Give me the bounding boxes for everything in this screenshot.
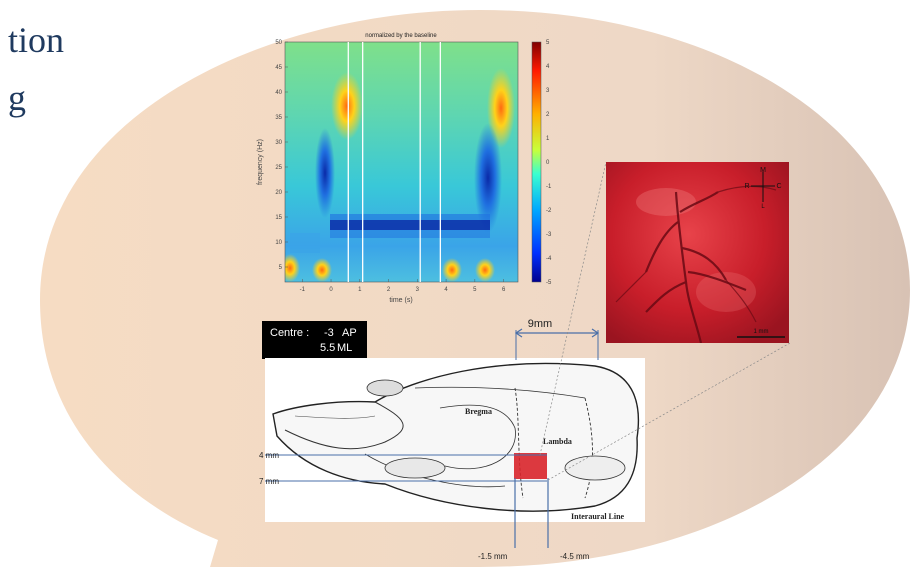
width-9mm-label: 9mm	[528, 318, 552, 330]
orient-l-label: L	[761, 204, 765, 210]
colorbar	[531, 41, 542, 283]
interaural-line-label: Interaural Line	[571, 512, 625, 521]
spectrogram-title: normalized by the baseline	[365, 33, 437, 39]
recording-site-marker	[514, 453, 547, 479]
y-tick-label: 45	[275, 65, 282, 71]
colorbar-tick-label: -3	[546, 232, 552, 238]
orient-m-label: M	[760, 167, 766, 174]
x-tick-label: 2	[387, 287, 391, 293]
centre-ml-value: 5.5	[320, 342, 336, 354]
y-tick-label: 40	[275, 90, 282, 96]
cortex-photo: M R C L 1 mm	[606, 162, 789, 343]
colorbar-ticks: 5 4 3 2 1 0 -1 -2 -3 -4 -5	[546, 40, 552, 286]
scale-bar-label: 1 mm	[754, 329, 769, 335]
orient-c-label: C	[776, 183, 781, 190]
y-tick-label: 50	[275, 40, 282, 46]
y-tick-label: 20	[275, 190, 282, 196]
lambda-label: Lambda	[543, 437, 572, 446]
colorbar-tick-label: 4	[546, 64, 550, 70]
x-minus-4-5mm-label: -4.5 mm	[560, 552, 590, 561]
y-tick-label: 25	[275, 165, 282, 171]
centre-info-box: Centre : -3 AP 5.5 ML	[262, 321, 367, 359]
skull-drawing: Bregma Lambda Interaural Line	[257, 362, 640, 521]
skull-diagram-panel: Bregma Lambda Interaural Line	[257, 358, 645, 522]
title-line-2: g	[8, 78, 26, 118]
centre-ml-unit: ML	[337, 342, 353, 354]
x-axis-ticks: -1 0 1 2 3 4 5 6	[300, 279, 506, 293]
heatmap-area	[285, 42, 518, 282]
y-tick-label: 5	[279, 265, 283, 271]
colorbar-tick-label: -1	[546, 184, 552, 190]
bregma-label: Bregma	[465, 407, 492, 416]
x-tick-label: 4	[444, 287, 448, 293]
x-minus-1-5mm-label: -1.5 mm	[478, 552, 508, 561]
orient-r-label: R	[744, 183, 749, 190]
y-tick-label: 30	[275, 140, 282, 146]
x-tick-label: 5	[473, 287, 477, 293]
y-axis-label: frequency (Hz)	[257, 139, 264, 185]
y-axis-ticks: 5 10 15 20 25 30 35 40 45 50	[275, 40, 288, 271]
centre-ap-value: -3	[324, 327, 334, 339]
y-tick-label: 35	[275, 115, 282, 121]
colorbar-tick-label: 0	[546, 160, 550, 166]
title-line-1: tion	[8, 20, 65, 60]
colorbar-tick-label: 1	[546, 136, 550, 142]
y-tick-label: 15	[275, 215, 282, 221]
x-tick-label: 0	[329, 287, 333, 293]
x-tick-label: 3	[416, 287, 420, 293]
x-tick-label: -1	[300, 287, 306, 293]
x-axis-label: time (s)	[389, 297, 412, 304]
y-7mm-label: 7 mm	[259, 477, 279, 486]
y-tick-label: 10	[275, 240, 282, 246]
x-tick-label: 1	[358, 287, 362, 293]
x-tick-label: 6	[502, 287, 506, 293]
colorbar-tick-label: 5	[546, 40, 550, 46]
colorbar-tick-label: -5	[546, 280, 552, 286]
centre-label: Centre :	[270, 327, 310, 339]
y-4mm-label: 4 mm	[259, 451, 279, 460]
colorbar-tick-label: -4	[546, 256, 552, 262]
colorbar-tick-label: -2	[546, 208, 552, 214]
centre-ap-unit: AP	[342, 327, 357, 339]
spectrogram-figure: normalized by the baseline -1 0 1 2 3 4 5 6 510…	[257, 33, 552, 304]
colorbar-tick-label: 3	[546, 88, 550, 94]
colorbar-tick-label: 2	[546, 112, 550, 118]
event-lines	[347, 42, 441, 282]
